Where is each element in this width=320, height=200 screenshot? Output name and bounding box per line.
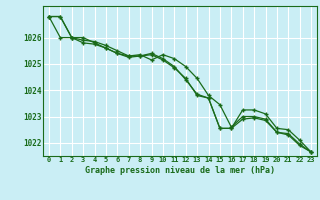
X-axis label: Graphe pression niveau de la mer (hPa): Graphe pression niveau de la mer (hPa): [85, 166, 275, 175]
